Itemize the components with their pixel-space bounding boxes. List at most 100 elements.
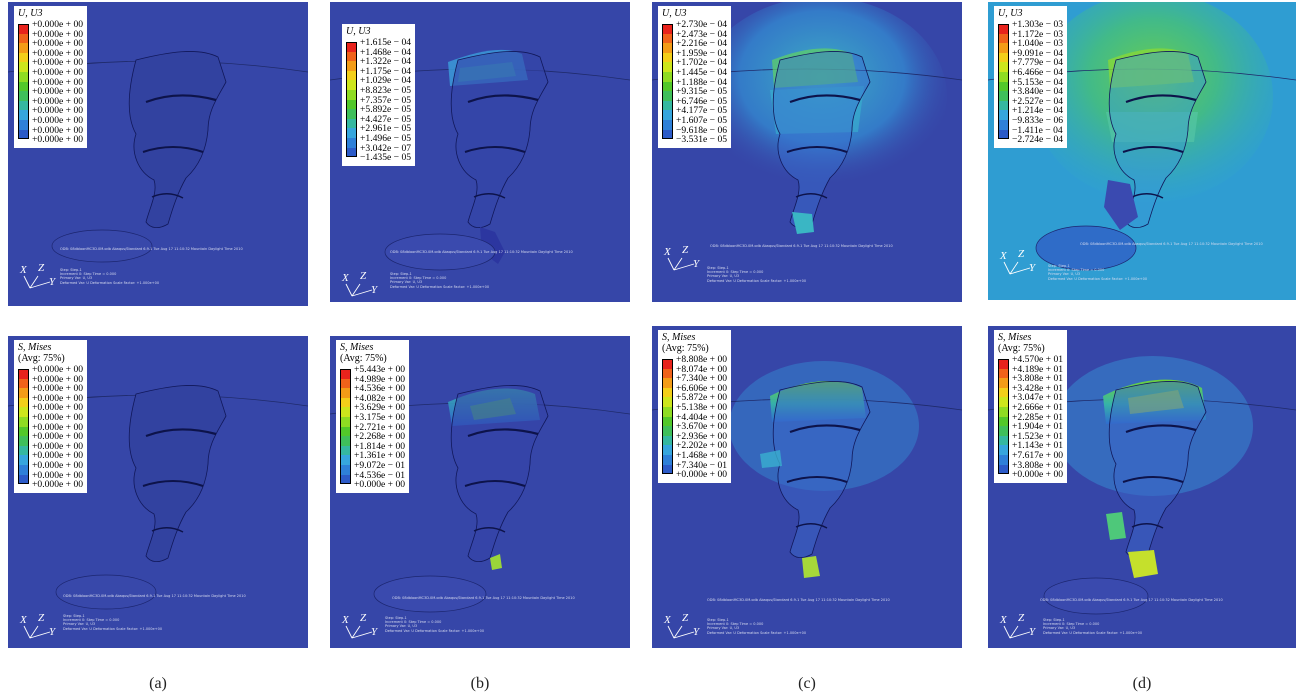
legend-value: +0.000e + 00	[32, 431, 84, 443]
model-view	[8, 51, 308, 263]
step-info: Step: Step-1 Increment 0: Step Time = 0.0…	[390, 272, 490, 289]
color-swatch	[340, 436, 351, 446]
legend-value: +9.315e − 05	[676, 86, 728, 98]
axis-x-label: X	[664, 614, 671, 626]
color-swatch	[998, 445, 1009, 455]
legend-value: +8.808e + 00	[676, 354, 728, 365]
color-scale	[18, 369, 29, 490]
color-swatch	[346, 118, 357, 129]
odb-info-line: ODB: 08dbloonMC3D.0M.odb Abaqus/Standard…	[63, 594, 246, 598]
axis-z-label: Z	[682, 244, 689, 256]
color-swatch	[662, 71, 673, 82]
color-swatch	[662, 100, 673, 111]
legend-value: +2.527e − 04	[1012, 95, 1064, 107]
legend-value: +3.042e − 07	[360, 142, 412, 154]
legend-value: +5.892e − 05	[360, 104, 412, 116]
color-swatch	[998, 129, 1009, 140]
legend-title: U, U3	[662, 8, 687, 19]
legend-value: +2.730e − 04	[676, 19, 728, 30]
color-swatch	[18, 416, 29, 427]
model-view	[652, 2, 962, 234]
axis-x-label: X	[20, 264, 27, 276]
legend-value: +0.000e + 00	[32, 76, 84, 88]
axis-triad: X Z Y	[996, 610, 1036, 644]
legend-subtitle: (Avg: 75%)	[998, 343, 1045, 354]
legend-value: +0.000e + 00	[32, 383, 84, 395]
legend-value: −9.618e − 06	[676, 124, 728, 136]
color-swatch	[662, 435, 673, 446]
color-swatch	[346, 42, 357, 52]
legend-value: +1.172e − 03	[1012, 28, 1064, 40]
color-swatch	[346, 61, 357, 71]
legend-value: −1.435e − 05	[360, 152, 412, 164]
color-swatch	[662, 359, 673, 369]
legend-value: +3.629e + 00	[354, 402, 406, 414]
legend-value: +1.303e − 03	[1012, 19, 1064, 30]
legend-value: +1.040e − 03	[1012, 38, 1064, 50]
legend: U, U3 +1.615e − 04 +1.468e − 04 +1.322e − 0…	[342, 24, 416, 166]
color-swatch	[346, 89, 357, 100]
legend: S, Mises (Avg: 75%) +0.000e + 00 +0.000e + …	[14, 340, 88, 493]
legend-value: +2.285e + 01	[1012, 411, 1064, 423]
legend-value: +2.666e + 01	[1012, 401, 1064, 413]
legend-value: +5.443e + 00	[354, 364, 406, 375]
odb-info-line: ODB: 08dbloonMC3D.0M.odb Abaqus/Standard…	[60, 247, 243, 251]
legend-value: +3.808e + 01	[1012, 373, 1064, 385]
legend-subtitle: (Avg: 75%)	[340, 353, 387, 364]
legend-value: +1.468e − 04	[360, 46, 412, 58]
color-swatch	[18, 129, 29, 140]
legend: U, U3 +2.730e − 04 +2.473e − 04 +2.216e − 0…	[658, 6, 732, 148]
legend-value: +5.153e − 04	[1012, 76, 1064, 88]
color-swatch	[998, 110, 1009, 120]
legend-value: +2.961e − 05	[360, 123, 412, 135]
legend-value: +4.189e + 01	[1012, 363, 1064, 375]
color-swatch	[340, 474, 351, 485]
legend-value: +1.175e − 04	[360, 65, 412, 77]
legend-value: +0.000e + 00	[32, 459, 84, 471]
legend-value: +4.427e − 05	[360, 113, 412, 125]
legend-value: +0.000e + 00	[32, 38, 84, 50]
caption-d: (d)	[1132, 675, 1152, 692]
legend-title: U, U3	[998, 8, 1023, 19]
legend-value: +1.468e + 00	[676, 449, 728, 461]
legend: S, Mises (Avg: 75%) +4.570e + 01 +4.189e + …	[994, 330, 1068, 483]
legend-value: +4.082e + 00	[354, 392, 406, 404]
legend-value: +2.936e + 00	[676, 430, 728, 442]
panel-bottom-a: ODB: 08dbloonMC3D.0M.odb Abaqus/Standard…	[8, 336, 308, 648]
color-swatch	[998, 397, 1009, 407]
legend-value: +0.000e + 00	[32, 95, 84, 107]
legend-subtitle: (Avg: 75%)	[18, 353, 65, 364]
model-view	[988, 356, 1296, 615]
color-swatch	[18, 71, 29, 82]
odb-info-line: ODB: 08dbloonMC3D.0M.odb Abaqus/Standard…	[390, 250, 573, 254]
color-swatch	[662, 33, 673, 44]
color-swatch	[18, 388, 29, 398]
color-swatch	[998, 368, 1009, 379]
legend-value: +0.000e + 00	[32, 86, 84, 98]
color-swatch	[662, 110, 673, 120]
legend-value: +9.072e − 01	[354, 459, 406, 471]
legend-value: +0.000e + 00	[32, 440, 84, 452]
color-swatch	[998, 406, 1009, 417]
color-scale	[998, 359, 1009, 480]
color-swatch	[346, 137, 357, 148]
color-swatch	[998, 426, 1009, 436]
color-swatch	[998, 387, 1009, 398]
color-swatch	[18, 33, 29, 44]
color-swatch	[662, 52, 673, 63]
legend-title: S, Mises	[998, 332, 1032, 343]
color-swatch	[662, 24, 673, 34]
legend-value: +2.216e − 04	[676, 38, 728, 50]
axis-z-label: Z	[38, 612, 45, 624]
caption-a: (a)	[149, 675, 167, 692]
legend-value: +0.000e + 00	[32, 19, 84, 30]
color-scale	[18, 24, 29, 145]
model-view	[330, 49, 630, 271]
legend-value: +1.188e − 04	[676, 76, 728, 88]
color-swatch	[18, 455, 29, 465]
legend-value: +4.404e + 00	[676, 411, 728, 423]
model-view	[330, 385, 630, 613]
legend-value: +0.000e + 00	[32, 124, 84, 136]
legend-value: +7.617e + 00	[1012, 449, 1064, 461]
legend-value: +0.000e + 00	[32, 57, 84, 69]
